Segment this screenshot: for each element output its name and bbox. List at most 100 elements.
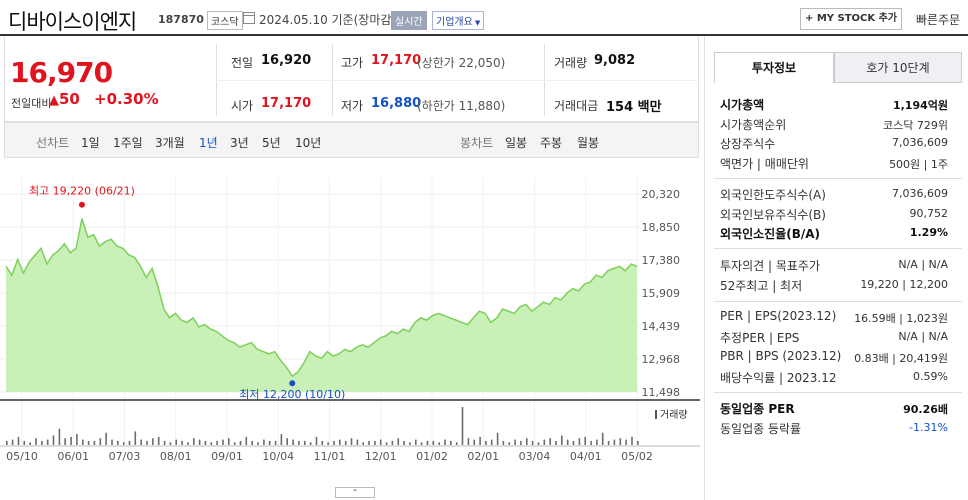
- info-label: 액면가 | 매매단위: [720, 156, 809, 171]
- quick-order-button[interactable]: 빠른주문: [916, 13, 961, 27]
- period-5-button[interactable]: 5년: [262, 136, 281, 150]
- info-label: 동일업종 PER: [720, 402, 795, 416]
- volume-bar: [11, 439, 14, 445]
- divider: [216, 80, 699, 81]
- info-label: 시가총액순위: [720, 117, 787, 132]
- volume-bar: [344, 440, 347, 445]
- add-my-stock-button[interactable]: + MY STOCK 추가: [800, 8, 902, 30]
- volume-bar: [321, 440, 324, 445]
- period-0-button[interactable]: 1일: [81, 136, 100, 150]
- volume-bar: [350, 438, 353, 445]
- volume-bar: [111, 439, 113, 445]
- volume-bar: [23, 440, 26, 445]
- high-value: 17,170: [371, 53, 422, 68]
- volume-bar: [245, 436, 248, 445]
- volume-bar: [637, 440, 639, 445]
- x-tick-label: 08/01: [160, 450, 192, 463]
- current-price: 16,970: [10, 56, 113, 89]
- volume-bar: [280, 434, 283, 445]
- candle-1-button[interactable]: 주봉: [540, 136, 563, 150]
- volume-bar: [391, 440, 394, 445]
- volume-bar: [543, 439, 546, 445]
- volume-bar: [29, 442, 31, 445]
- open-value: 17,170: [261, 96, 312, 111]
- volume-bar: [17, 436, 20, 445]
- x-tick-label: 09/01: [211, 450, 243, 463]
- volume-bar: [286, 438, 288, 445]
- low-label: 저가: [341, 99, 364, 113]
- prev-close-label: 전일: [231, 56, 254, 70]
- volume-bar: [455, 442, 458, 445]
- volume-bar: [70, 436, 72, 445]
- volume-bar: [584, 436, 586, 445]
- volume-bar: [163, 440, 166, 445]
- x-tick-label: 11/01: [314, 450, 346, 463]
- info-label: 동일업종 등락률: [720, 421, 802, 436]
- period-1-button[interactable]: 1주일: [113, 136, 143, 150]
- stock-code: 187870: [158, 13, 204, 26]
- high-label: 고가: [341, 56, 364, 70]
- volume-bar: [339, 439, 341, 445]
- volume-bar: [508, 442, 511, 445]
- info-value: N/A | N/A: [898, 330, 948, 343]
- volume-bar: [315, 436, 318, 445]
- info-value: 7,036,609: [892, 187, 948, 200]
- volume-bar: [210, 442, 213, 445]
- y-tick-label: 17,380: [642, 254, 681, 267]
- volume-bar: [35, 438, 37, 445]
- volume-bar: [479, 436, 481, 445]
- y-tick-label: 18,850: [642, 221, 681, 234]
- candle-2-button[interactable]: 월봉: [577, 136, 600, 150]
- info-value: 500원 | 1주: [889, 157, 948, 171]
- volume-bar: [444, 439, 446, 445]
- info-label: 외국인보유주식수(B): [720, 207, 826, 222]
- volume-bar: [169, 442, 172, 445]
- volume-bar: [496, 432, 499, 445]
- volume-bar: [601, 432, 604, 445]
- stock-name: 디바이스이엔지: [8, 10, 137, 34]
- volume-bar: [122, 442, 125, 445]
- info-value: 1,194억원: [892, 99, 948, 112]
- info-value: -1.31%: [909, 420, 948, 434]
- tab-order-book[interactable]: 호가 10단계: [834, 52, 962, 83]
- period-2-button[interactable]: 3개월: [155, 136, 185, 150]
- panel-divider: [714, 392, 962, 393]
- info-label: 52주최고 | 최저: [720, 278, 803, 293]
- candle-0-button[interactable]: 일봉: [505, 136, 528, 150]
- prev-close-value: 16,920: [261, 53, 312, 68]
- volume-bar: [561, 435, 563, 445]
- volume-bar: [572, 440, 575, 445]
- info-value: 0.83배 | 20,419원: [854, 352, 948, 365]
- period-6-button[interactable]: 10년: [295, 136, 322, 150]
- volume-bar: [251, 440, 253, 445]
- volume-bar: [152, 438, 154, 445]
- price-area: [6, 218, 637, 392]
- market-badge: 코스닥: [207, 11, 243, 30]
- x-tick-label: 04/01: [570, 450, 602, 463]
- volume-bar: [298, 440, 300, 445]
- y-tick-label: 14,439: [642, 320, 681, 333]
- volume-bar: [502, 440, 505, 445]
- volume-bar: [263, 439, 265, 445]
- expand-toggle[interactable]: ⌃: [335, 487, 375, 498]
- volume-bar: [613, 439, 616, 445]
- company-overview-dropdown[interactable]: 기업개요 ▼: [432, 11, 485, 30]
- period-4-button[interactable]: 3년: [230, 136, 249, 150]
- info-panel: [704, 36, 966, 500]
- period-3-button[interactable]: 1년: [199, 136, 218, 150]
- low-marker: [289, 380, 296, 387]
- volume-bar: [432, 440, 435, 445]
- high-label: 최고 19,220 (06/21): [29, 185, 135, 198]
- volume-bar: [385, 442, 388, 445]
- realtime-button[interactable]: 실시간: [391, 11, 427, 30]
- panel-divider: [714, 178, 962, 179]
- volume-bar: [82, 439, 84, 445]
- info-label: 추정PER | EPS: [720, 331, 800, 345]
- volume-bar: [157, 436, 160, 445]
- info-label: 상장주식수: [720, 137, 776, 151]
- volume-bar: [117, 440, 119, 445]
- volume-bar: [555, 440, 557, 445]
- tab-investment-info[interactable]: 투자정보: [714, 52, 834, 83]
- panel-divider: [714, 301, 962, 302]
- price-line: [5, 218, 638, 378]
